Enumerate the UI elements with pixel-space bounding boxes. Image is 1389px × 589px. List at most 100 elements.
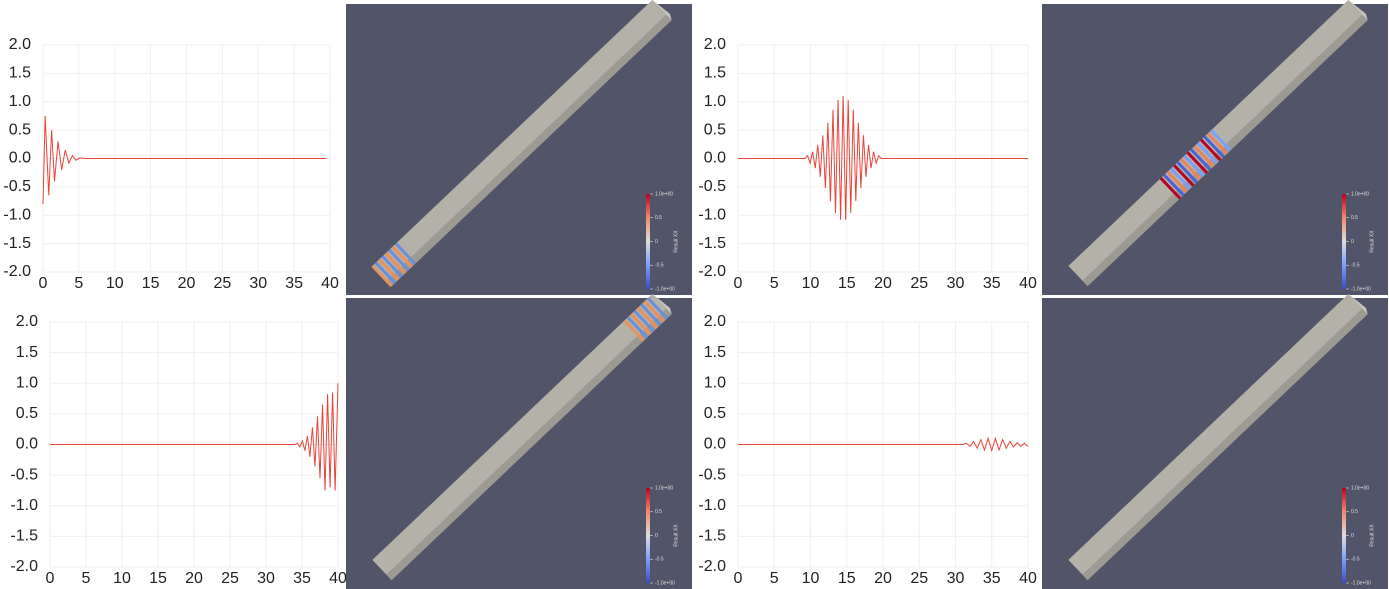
colorbar-label: 0 [655,533,658,539]
x-tick-label: 0 [734,275,743,292]
y-tick-label: -2.0 [3,263,31,280]
x-tick-label: 0 [46,570,55,587]
y-tick-label: -1.0 [698,497,726,514]
colorbar-label: 1.0e+00 [1351,191,1369,197]
y-tick-label: 0.5 [9,121,31,138]
x-tick-label: 10 [106,275,124,292]
colorbar-label: 0 [1351,533,1354,539]
render-view: 1.0e+00 0.5 0 -0.5 -1.0e+00 Result XX [1042,294,1388,589]
colorbar-label: 0.5 [1351,509,1358,515]
x-tick-label: 5 [770,570,779,587]
colorbar-label: -1.0e+00 [1351,286,1371,292]
x-tick-label: 35 [293,570,311,587]
colorbar-label: -0.5 [1351,263,1360,269]
y-tick-label: -0.5 [10,466,38,483]
x-tick-label: 25 [910,570,928,587]
x-tick-label: 15 [838,275,856,292]
y-tick-label: 1.0 [704,93,726,110]
colorbar-label: -1.0e+00 [655,580,675,586]
colorbar-label: 0 [655,239,658,245]
x-tick-label: 35 [285,275,303,292]
x-tick-label: 20 [185,570,203,587]
x-tick-label: 10 [113,570,131,587]
y-tick-label: -1.0 [3,206,31,223]
y-tick-label: 0.5 [704,405,726,422]
x-tick-label: 10 [802,275,820,292]
x-tick-label: 30 [257,570,275,587]
x-tick-label: 40 [1019,570,1037,587]
colorbar [1342,194,1346,289]
y-tick-label: -1.5 [10,528,38,545]
data-line [43,116,326,204]
y-tick-label: 0.5 [16,405,38,422]
colorbar-label: -1.0e+00 [1351,580,1371,586]
x-tick-label: 25 [221,570,239,587]
x-tick-label: 5 [770,275,779,292]
colorbar-label: 0.5 [655,509,662,515]
y-tick-label: 1.0 [9,93,31,110]
x-tick-label: 0 [734,570,743,587]
x-tick-label: 15 [838,570,856,587]
x-tick-label: 20 [874,570,892,587]
colorbar-title: Result XX [673,524,679,547]
colorbar-title: Result XX [673,230,679,253]
y-tick-label: 1.5 [16,344,38,361]
y-tick-label: 0.0 [704,436,726,453]
x-tick-label: 25 [910,275,928,292]
x-tick-label: 25 [213,275,231,292]
colorbar-label: -0.5 [1351,557,1360,563]
x-tick-label: 15 [142,275,160,292]
line-chart: 2.0 1.5 1.0 0.5 0.0 -0.5 -1.0 -1.5 -2.0 0 5 10 15 20 2… [3,36,339,292]
y-tick-label: -1.5 [698,235,726,252]
colorbar-label: 1.0e+00 [1351,485,1369,491]
x-tick-label: 40 [1019,275,1037,292]
y-tick-label: 2.0 [9,36,31,53]
colorbar-label: -0.5 [655,263,664,269]
y-tick-label: 2.0 [16,313,38,330]
colorbar-label: 1.0e+00 [655,191,673,197]
colorbar-label: 0.5 [655,215,662,221]
x-tick-label: 20 [178,275,196,292]
x-tick-label: 5 [74,275,83,292]
y-tick-label: 0.5 [704,121,726,138]
y-tick-label: -1.5 [3,235,31,252]
y-tick-label: 0.0 [9,150,31,167]
y-tick-label: -2.0 [698,263,726,280]
y-tick-label: -2.0 [698,558,726,575]
render-view: 1.0e+00 0.5 0 -0.5 -1.0e+00 Result XX [1042,0,1388,295]
x-tick-label: 35 [983,275,1001,292]
x-tick-label: 40 [329,570,347,587]
y-tick-label: 0.0 [704,150,726,167]
x-tick-label: 15 [149,570,167,587]
colorbar-label: -0.5 [655,557,664,563]
x-tick-label: 5 [82,570,91,587]
colorbar-label: -1.0e+00 [655,286,675,292]
y-tick-label: -1.0 [10,497,38,514]
colorbar-title: Result XX [1369,524,1375,547]
screenshot: 2.0 1.5 1.0 0.5 0.0 -0.5 -1.0 -1.5 -2.0 0 5 10 15 20 2… [0,0,1389,589]
y-tick-label: 1.0 [16,374,38,391]
colorbar [1342,488,1346,583]
x-tick-label: 35 [983,570,1001,587]
line-chart: 2.0 1.5 1.0 0.5 0.0 -0.5 -1.0 -1.5 -2.0 0 5 10 15 20 2… [10,313,347,587]
y-tick-label: -2.0 [10,558,38,575]
colorbar-title: Result XX [1369,230,1375,253]
y-tick-label: 1.5 [704,344,726,361]
y-tick-label: 1.5 [9,65,31,82]
y-tick-label: -0.5 [3,178,31,195]
y-tick-label: 1.0 [704,374,726,391]
y-tick-label: -0.5 [698,178,726,195]
render-view: 1.0e+000.50-0.5-1.0e+00Result XX [346,294,692,589]
x-tick-label: 30 [947,570,965,587]
y-tick-label: 0.0 [16,436,38,453]
colorbar-label: 0 [1351,239,1354,245]
x-tick-label: 0 [39,275,48,292]
render-view: 1.0e+00 0.5 0 -0.5 -1.0e+00 Result XX [346,0,692,295]
x-tick-label: 30 [249,275,267,292]
x-tick-label: 20 [874,275,892,292]
y-tick-label: 2.0 [704,313,726,330]
colorbar [646,488,650,583]
colorbar-label: 0.5 [1351,215,1358,221]
y-tick-label: 1.5 [704,65,726,82]
